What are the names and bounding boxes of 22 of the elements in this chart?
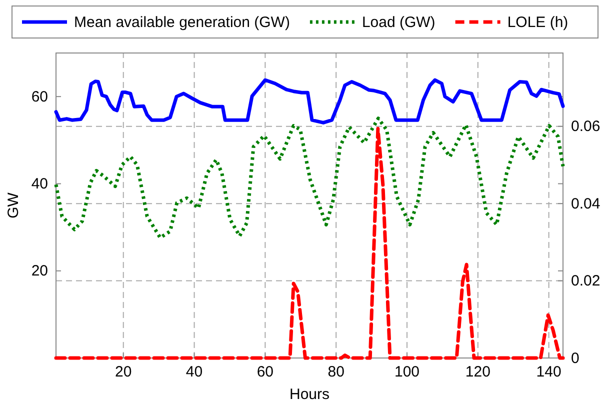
x-tick-label: 100 [394, 364, 420, 381]
legend-label: LOLE (h) [507, 14, 568, 31]
legend-label: Mean available generation (GW) [74, 14, 290, 31]
x-tick-label: 80 [328, 364, 344, 381]
y-tick-label: 20 [31, 262, 48, 280]
line-series [54, 78, 565, 124]
y2-tick-label: 0 [571, 350, 580, 367]
y-axis-title: GW [5, 192, 22, 218]
x-tick-label: 140 [536, 364, 562, 381]
x-axis-title: Hours [289, 386, 330, 403]
y2-tick-label: 0.02 [571, 272, 600, 290]
y-tick-label: 40 [31, 176, 48, 193]
y2-tick-label: 0.04 [571, 195, 600, 212]
x-tick-label: 120 [465, 364, 490, 381]
x-tick-label: 40 [186, 364, 203, 381]
legend-label: Load (GW) [362, 14, 436, 31]
x-tick-label: 60 [256, 364, 274, 381]
y2-tick-label: 0.06 [571, 118, 600, 136]
line-series [54, 116, 565, 240]
line-series [54, 126, 565, 360]
x-tick-label: 20 [115, 364, 132, 381]
y-tick-label: 60 [31, 88, 48, 106]
